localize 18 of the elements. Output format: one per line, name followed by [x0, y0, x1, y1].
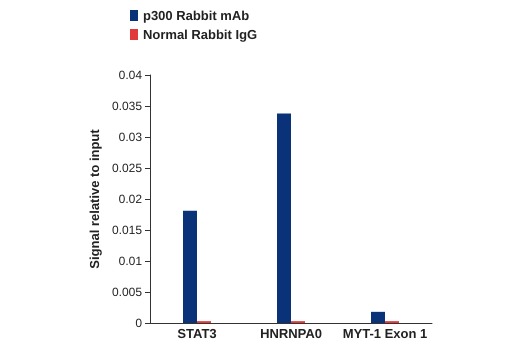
legend-label: Normal Rabbit IgG	[143, 27, 258, 42]
bar	[183, 210, 197, 323]
bar	[371, 312, 385, 323]
y-tick-label: 0.015	[112, 223, 142, 237]
y-axis-title: Signal relative to input	[87, 128, 102, 269]
x-tick-label: STAT3	[177, 326, 217, 341]
y-tick-label: 0.01	[118, 254, 142, 268]
y-tick-label: 0.025	[112, 161, 142, 175]
y-tick-label: 0.04	[118, 68, 142, 82]
x-tick-label: MYT-1 Exon 1	[342, 326, 428, 341]
bar	[277, 113, 291, 323]
legend-label: p300 Rabbit mAb	[143, 8, 250, 23]
y-tick-label: 0.02	[118, 192, 142, 206]
y-tick-label: 0.03	[118, 130, 142, 144]
x-tick-label: HNRNPA0	[260, 326, 322, 341]
y-tick-label: 0.035	[112, 99, 142, 113]
y-tick-label: 0	[135, 316, 142, 330]
y-tick-label: 0.005	[112, 285, 142, 299]
